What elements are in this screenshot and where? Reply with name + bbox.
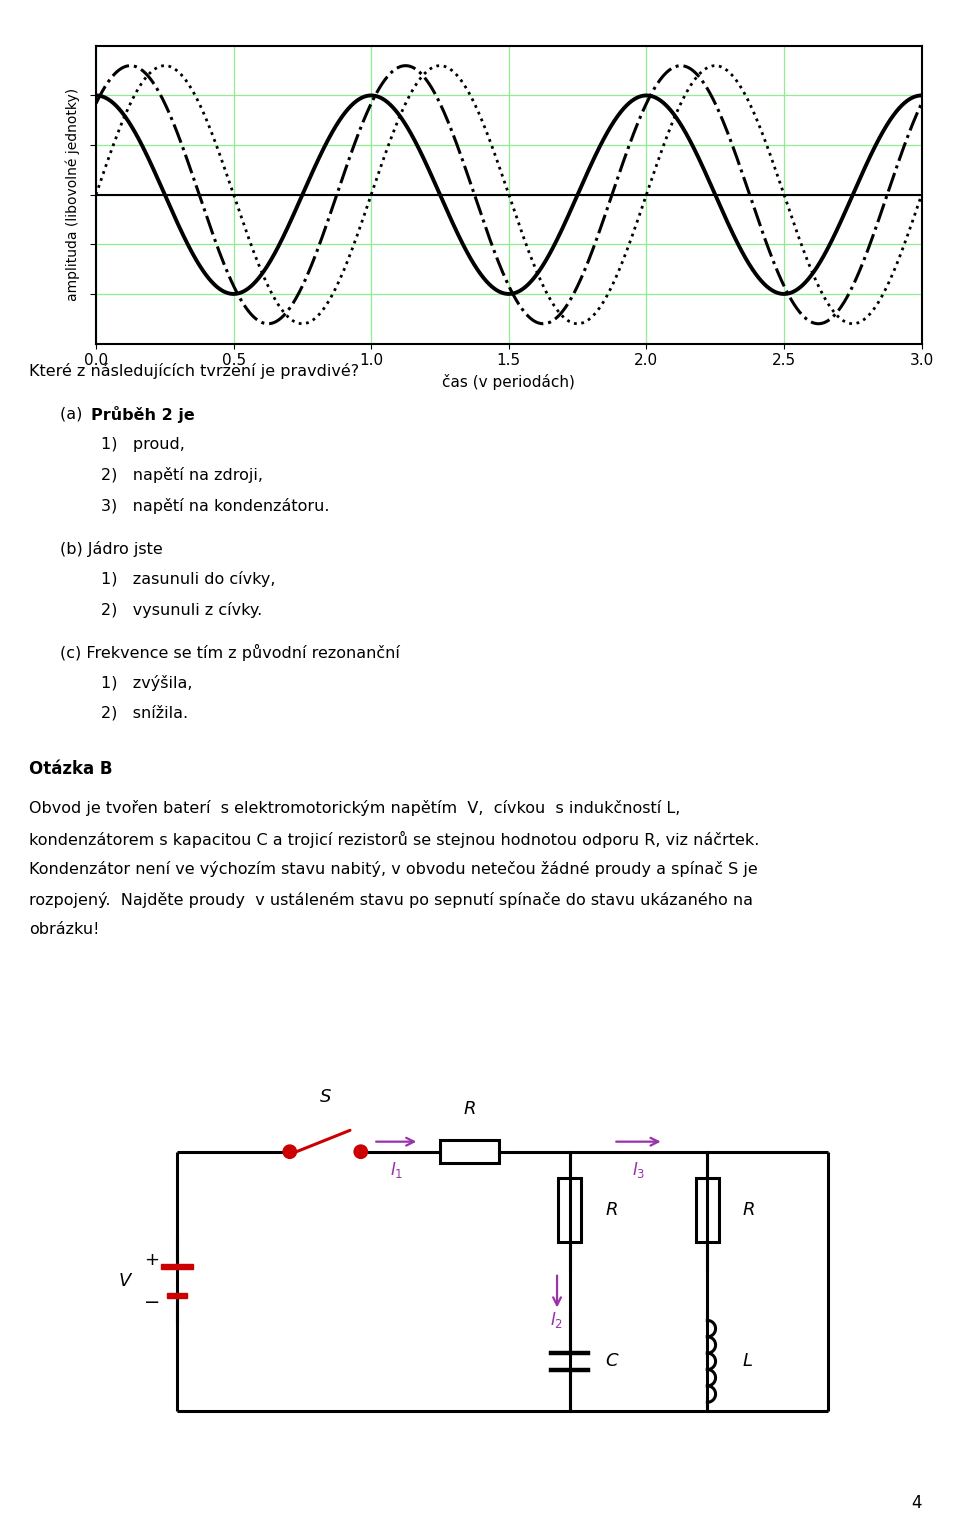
Text: 1)   zasunuli do cívky,: 1) zasunuli do cívky, [101, 571, 276, 586]
Text: $C$: $C$ [605, 1353, 619, 1370]
Text: kondenzátorem s kapacitou C a trojicí rezistorů se stejnou hodnotou odporu R, vi: kondenzátorem s kapacitou C a trojicí re… [29, 831, 759, 847]
Text: $R$: $R$ [463, 1101, 476, 1118]
Text: (a): (a) [60, 406, 87, 421]
stopa 3 [812, 315, 824, 333]
Text: $I_1$: $I_1$ [390, 1161, 403, 1180]
Text: Kondenzátor není ve výchozím stavu nabitý, v obvodu netečou žádné proudy a spína: Kondenzátor není ve výchozím stavu nabit… [29, 861, 757, 876]
Text: Průběh 2 je: Průběh 2 je [91, 406, 195, 423]
Text: Obvod je tvořen baterí  s elektromotorickým napětím  V,  cívkou  s indukčností L: Obvod je tvořen baterí s elektromotorick… [29, 800, 681, 815]
stopa 2 [159, 56, 171, 75]
stopa 3 [184, 160, 196, 179]
stopa 1 [811, 258, 823, 276]
Text: 2)   snížila.: 2) snížila. [101, 705, 188, 721]
stopa 1 [900, 93, 911, 111]
Text: obrázku!: obrázku! [29, 922, 99, 938]
Circle shape [283, 1145, 297, 1159]
X-axis label: čas (v periodách): čas (v periodách) [443, 374, 575, 389]
stopa 2 [233, 203, 245, 221]
Text: +: + [144, 1251, 159, 1269]
Line: stopa 2: stopa 2 [96, 66, 922, 324]
Bar [558, 1177, 581, 1243]
stopa 1 [916, 86, 927, 104]
Text: 1)   zvýšila,: 1) zvýšila, [101, 675, 192, 690]
Y-axis label: amplituda (libovolné jednotky): amplituda (libovolné jednotky) [65, 89, 80, 301]
stopa 3 [916, 95, 927, 113]
stopa 2 [847, 315, 858, 333]
Text: $R$: $R$ [742, 1202, 756, 1219]
Circle shape [354, 1145, 368, 1159]
Text: 2)   napětí na zdroji,: 2) napětí na zdroji, [101, 467, 263, 483]
stopa 2 [900, 231, 912, 249]
Text: $R$: $R$ [605, 1202, 617, 1219]
stopa 2 [90, 186, 102, 205]
stopa 2 [443, 60, 454, 78]
Text: 1)   proud,: 1) proud, [101, 437, 184, 452]
Text: 3)   napětí na kondenzátoru.: 3) napětí na kondenzátoru. [101, 498, 329, 513]
stopa 1 [443, 205, 454, 223]
Line: stopa 1: stopa 1 [96, 95, 922, 293]
Bar [167, 1293, 187, 1298]
stopa 1 [184, 240, 196, 258]
Text: rozpojený.  Najděte proudy  v ustáleném stavu po sepnutí spínače do stavu ukázan: rozpojený. Najděte proudy v ustáleném st… [29, 892, 753, 907]
Text: (c) Frekvence se tím z původní rezonanční: (c) Frekvence se tím z původní rezonančn… [60, 644, 399, 661]
Bar [440, 1141, 498, 1164]
Bar [161, 1264, 193, 1269]
stopa 1 [90, 86, 102, 104]
stopa 3 [125, 56, 136, 75]
Text: $S$: $S$ [319, 1087, 332, 1106]
Text: $L$: $L$ [742, 1353, 754, 1370]
Text: 4: 4 [911, 1493, 922, 1512]
Text: $I_3$: $I_3$ [632, 1161, 645, 1180]
stopa 2 [811, 273, 823, 292]
stopa 1 [228, 284, 239, 302]
Text: (b) Jádro jste: (b) Jádro jste [60, 541, 162, 556]
Text: 2)   vysunuli z cívky.: 2) vysunuli z cívky. [101, 602, 262, 617]
stopa 1 [233, 284, 245, 302]
Text: $V$: $V$ [117, 1272, 132, 1290]
stopa 2 [407, 81, 419, 99]
Text: −: − [144, 1292, 160, 1312]
Text: Které z následujících tvrzení je pravdivé?: Které z následujících tvrzení je pravdiv… [29, 363, 359, 379]
stopa 3 [900, 131, 912, 150]
stopa 3 [233, 289, 245, 307]
Bar [696, 1177, 719, 1243]
Text: $I_2$: $I_2$ [550, 1310, 564, 1330]
Text: Otázka B: Otázka B [29, 760, 112, 779]
stopa 2 [184, 78, 196, 96]
stopa 3 [407, 58, 419, 76]
stopa 2 [916, 186, 927, 205]
stopa 3 [90, 95, 102, 113]
Line: stopa 3: stopa 3 [96, 66, 922, 324]
stopa 3 [811, 315, 823, 333]
stopa 3 [443, 115, 454, 133]
stopa 1 [407, 128, 419, 147]
